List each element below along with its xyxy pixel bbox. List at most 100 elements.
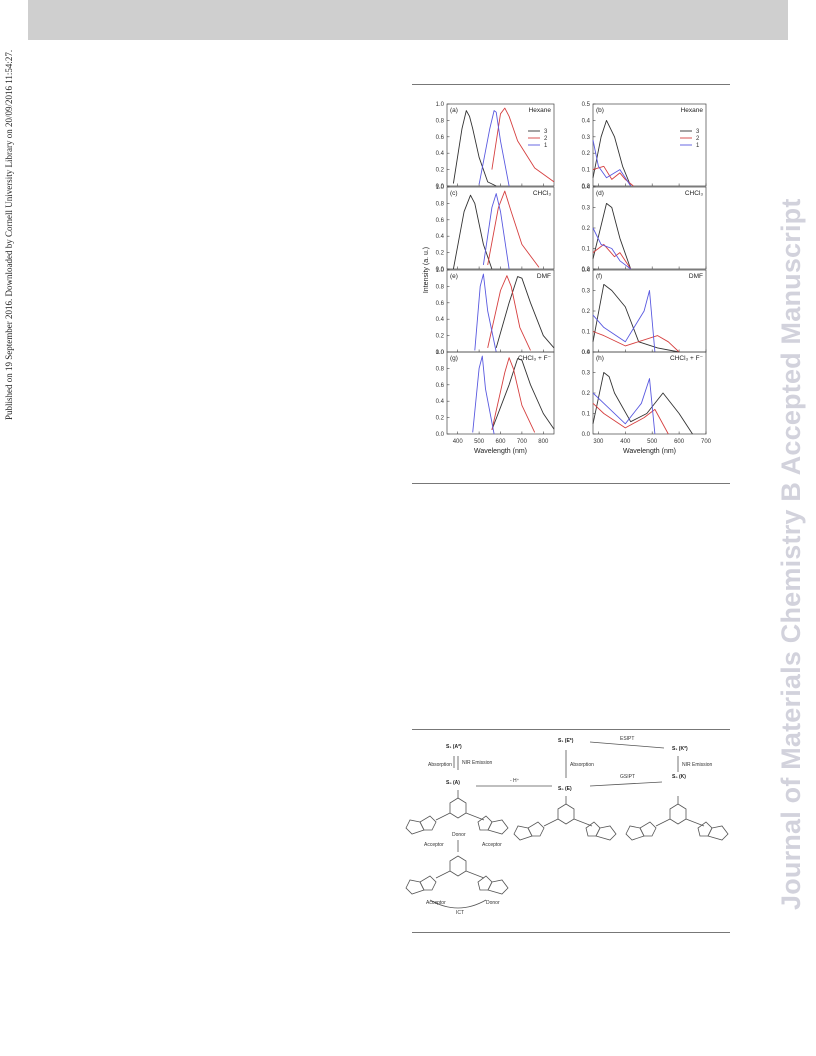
absorption-mid: Absorption: [570, 762, 594, 768]
series-c-3: [452, 194, 493, 270]
legend-label-a-1: 1: [544, 143, 548, 149]
nir-right: NIR Emission: [682, 762, 713, 768]
ytick-label-d-2: 0.2: [582, 226, 591, 232]
scheme-top-rule: [412, 729, 730, 730]
nir-left: NIR Emission: [462, 760, 493, 766]
absorption-left: Absorption: [428, 762, 452, 768]
ytick-label-c-1: 0.2: [436, 251, 445, 257]
series-c-1: [482, 193, 510, 270]
ytick-label-b-2: 0.2: [582, 151, 591, 157]
xtick-label-h-3: 600: [674, 439, 685, 445]
xtick-label-h-1: 400: [620, 439, 631, 445]
xtick-label-h-0: 300: [593, 439, 604, 445]
ytick-label-c-3: 0.6: [436, 218, 445, 224]
series-a-2: [491, 107, 555, 183]
ytick-label-f-1: 0.1: [582, 330, 591, 336]
x-axis-title-left: Wavelength (nm): [474, 448, 527, 455]
panel-label-g: (g): [450, 355, 458, 362]
panel-frame-c: [446, 186, 555, 270]
s0-left: S₀ (A): [446, 780, 460, 786]
scheme-diagram: [405, 741, 729, 909]
gsipt-label: GSIPT: [620, 774, 635, 780]
xtick-label-g-3: 700: [517, 439, 528, 445]
series-f-1: [592, 290, 656, 353]
panel-frame-b: [592, 103, 707, 187]
series-g-3: [491, 358, 555, 431]
molecule-phenolate-top: [405, 790, 509, 835]
ytick-label-g-5: 1.0: [436, 350, 445, 356]
series-b-3: [592, 119, 632, 187]
acceptor-label-top-left: Acceptor: [424, 842, 444, 848]
series-b-2: [592, 165, 634, 187]
series-c-2: [487, 190, 540, 268]
panel-frame-h: [592, 351, 707, 435]
ytick-label-e-3: 0.6: [436, 301, 445, 307]
h-loss-label: - H⁺: [510, 778, 520, 784]
esipt-label: ESIPT: [620, 736, 634, 742]
solvent-label-b: Hexane: [681, 107, 704, 114]
molecule-quinoid-bottom: [405, 855, 509, 909]
ytick-label-f-2: 0.2: [582, 309, 591, 315]
xtick-label-g-2: 600: [495, 439, 506, 445]
ytick-label-c-2: 0.4: [436, 234, 445, 240]
ict-label: ICT: [456, 910, 464, 916]
donor-label-top: Donor: [452, 832, 466, 838]
series-a-1: [478, 110, 510, 187]
figure1-top-rule: [412, 84, 730, 85]
series-e-3: [495, 276, 555, 349]
series-a-3: [452, 110, 497, 187]
ytick-label-d-4: 0.4: [582, 185, 591, 191]
ytick-label-b-3: 0.3: [582, 135, 591, 141]
legend-label-b-3: 3: [696, 129, 700, 135]
ytick-label-a-1: 0.2: [436, 168, 445, 174]
ytick-label-f-0: 0.0: [582, 350, 591, 356]
esipt-arrow: [589, 741, 665, 749]
ytick-label-f-3: 0.3: [582, 289, 591, 295]
xtick-label-g-4: 800: [538, 439, 549, 445]
ict-arrow: [429, 899, 487, 909]
panel-label-d: (d): [596, 190, 604, 197]
solvent-label-c: CHCl₃: [533, 190, 552, 197]
figure1-bottom-rule: [412, 483, 730, 484]
legend-label-a-3: 3: [544, 129, 548, 135]
ytick-label-g-1: 0.2: [436, 416, 445, 422]
ytick-label-e-5: 1.0: [436, 268, 445, 274]
ytick-label-d-0: 0.0: [582, 267, 591, 273]
solvent-label-e: DMF: [537, 273, 551, 280]
y-axis-title: Intensity (a. u.): [423, 247, 430, 293]
solvent-label-a: Hexane: [529, 107, 552, 114]
panel-label-b: (b): [596, 107, 604, 114]
panel-label-e: (e): [450, 273, 458, 280]
s1-left: S₁ (A*): [446, 744, 462, 750]
scheme-labels: S₁ (A*) S₀ (A) Absorption NIR Emission S…: [424, 736, 713, 916]
series-h-1: [592, 378, 656, 435]
series-f-2: [592, 331, 680, 353]
s1-mid: S₁ (E*): [558, 738, 574, 744]
series-e-2: [487, 275, 531, 351]
ytick-label-h-0: 0.0: [582, 432, 591, 438]
panel-label-h: (h): [596, 355, 604, 362]
s1-right: S₁ (K*): [672, 746, 688, 752]
ytick-label-a-0: 0.0: [436, 184, 445, 190]
ytick-label-b-0: 0.0: [582, 184, 591, 190]
ytick-label-h-3: 0.3: [582, 371, 591, 377]
solvent-label-h: CHCl₃ + F⁻: [670, 355, 704, 362]
ytick-label-f-4: 0.4: [582, 268, 591, 274]
series-d-2: [592, 243, 632, 270]
ytick-label-a-3: 0.6: [436, 135, 445, 141]
ytick-label-h-2: 0.2: [582, 391, 591, 397]
ytick-label-e-0: 0.0: [436, 350, 445, 356]
ytick-label-c-0: 0.0: [436, 267, 445, 273]
ytick-label-e-2: 0.4: [436, 317, 445, 323]
acceptor-label-top-right: Acceptor: [482, 842, 502, 848]
panel-frame-d: [592, 186, 707, 270]
ytick-label-a-5: 1.0: [436, 102, 445, 108]
ytick-label-g-2: 0.4: [436, 399, 445, 405]
ytick-label-d-1: 0.1: [582, 247, 591, 253]
molecule-keto: [625, 796, 729, 841]
scheme-bottom-rule: [412, 932, 730, 933]
ytick-label-e-4: 0.8: [436, 284, 445, 290]
donor-label-bottom: Donor: [486, 900, 500, 906]
ytick-label-b-4: 0.4: [582, 118, 591, 124]
